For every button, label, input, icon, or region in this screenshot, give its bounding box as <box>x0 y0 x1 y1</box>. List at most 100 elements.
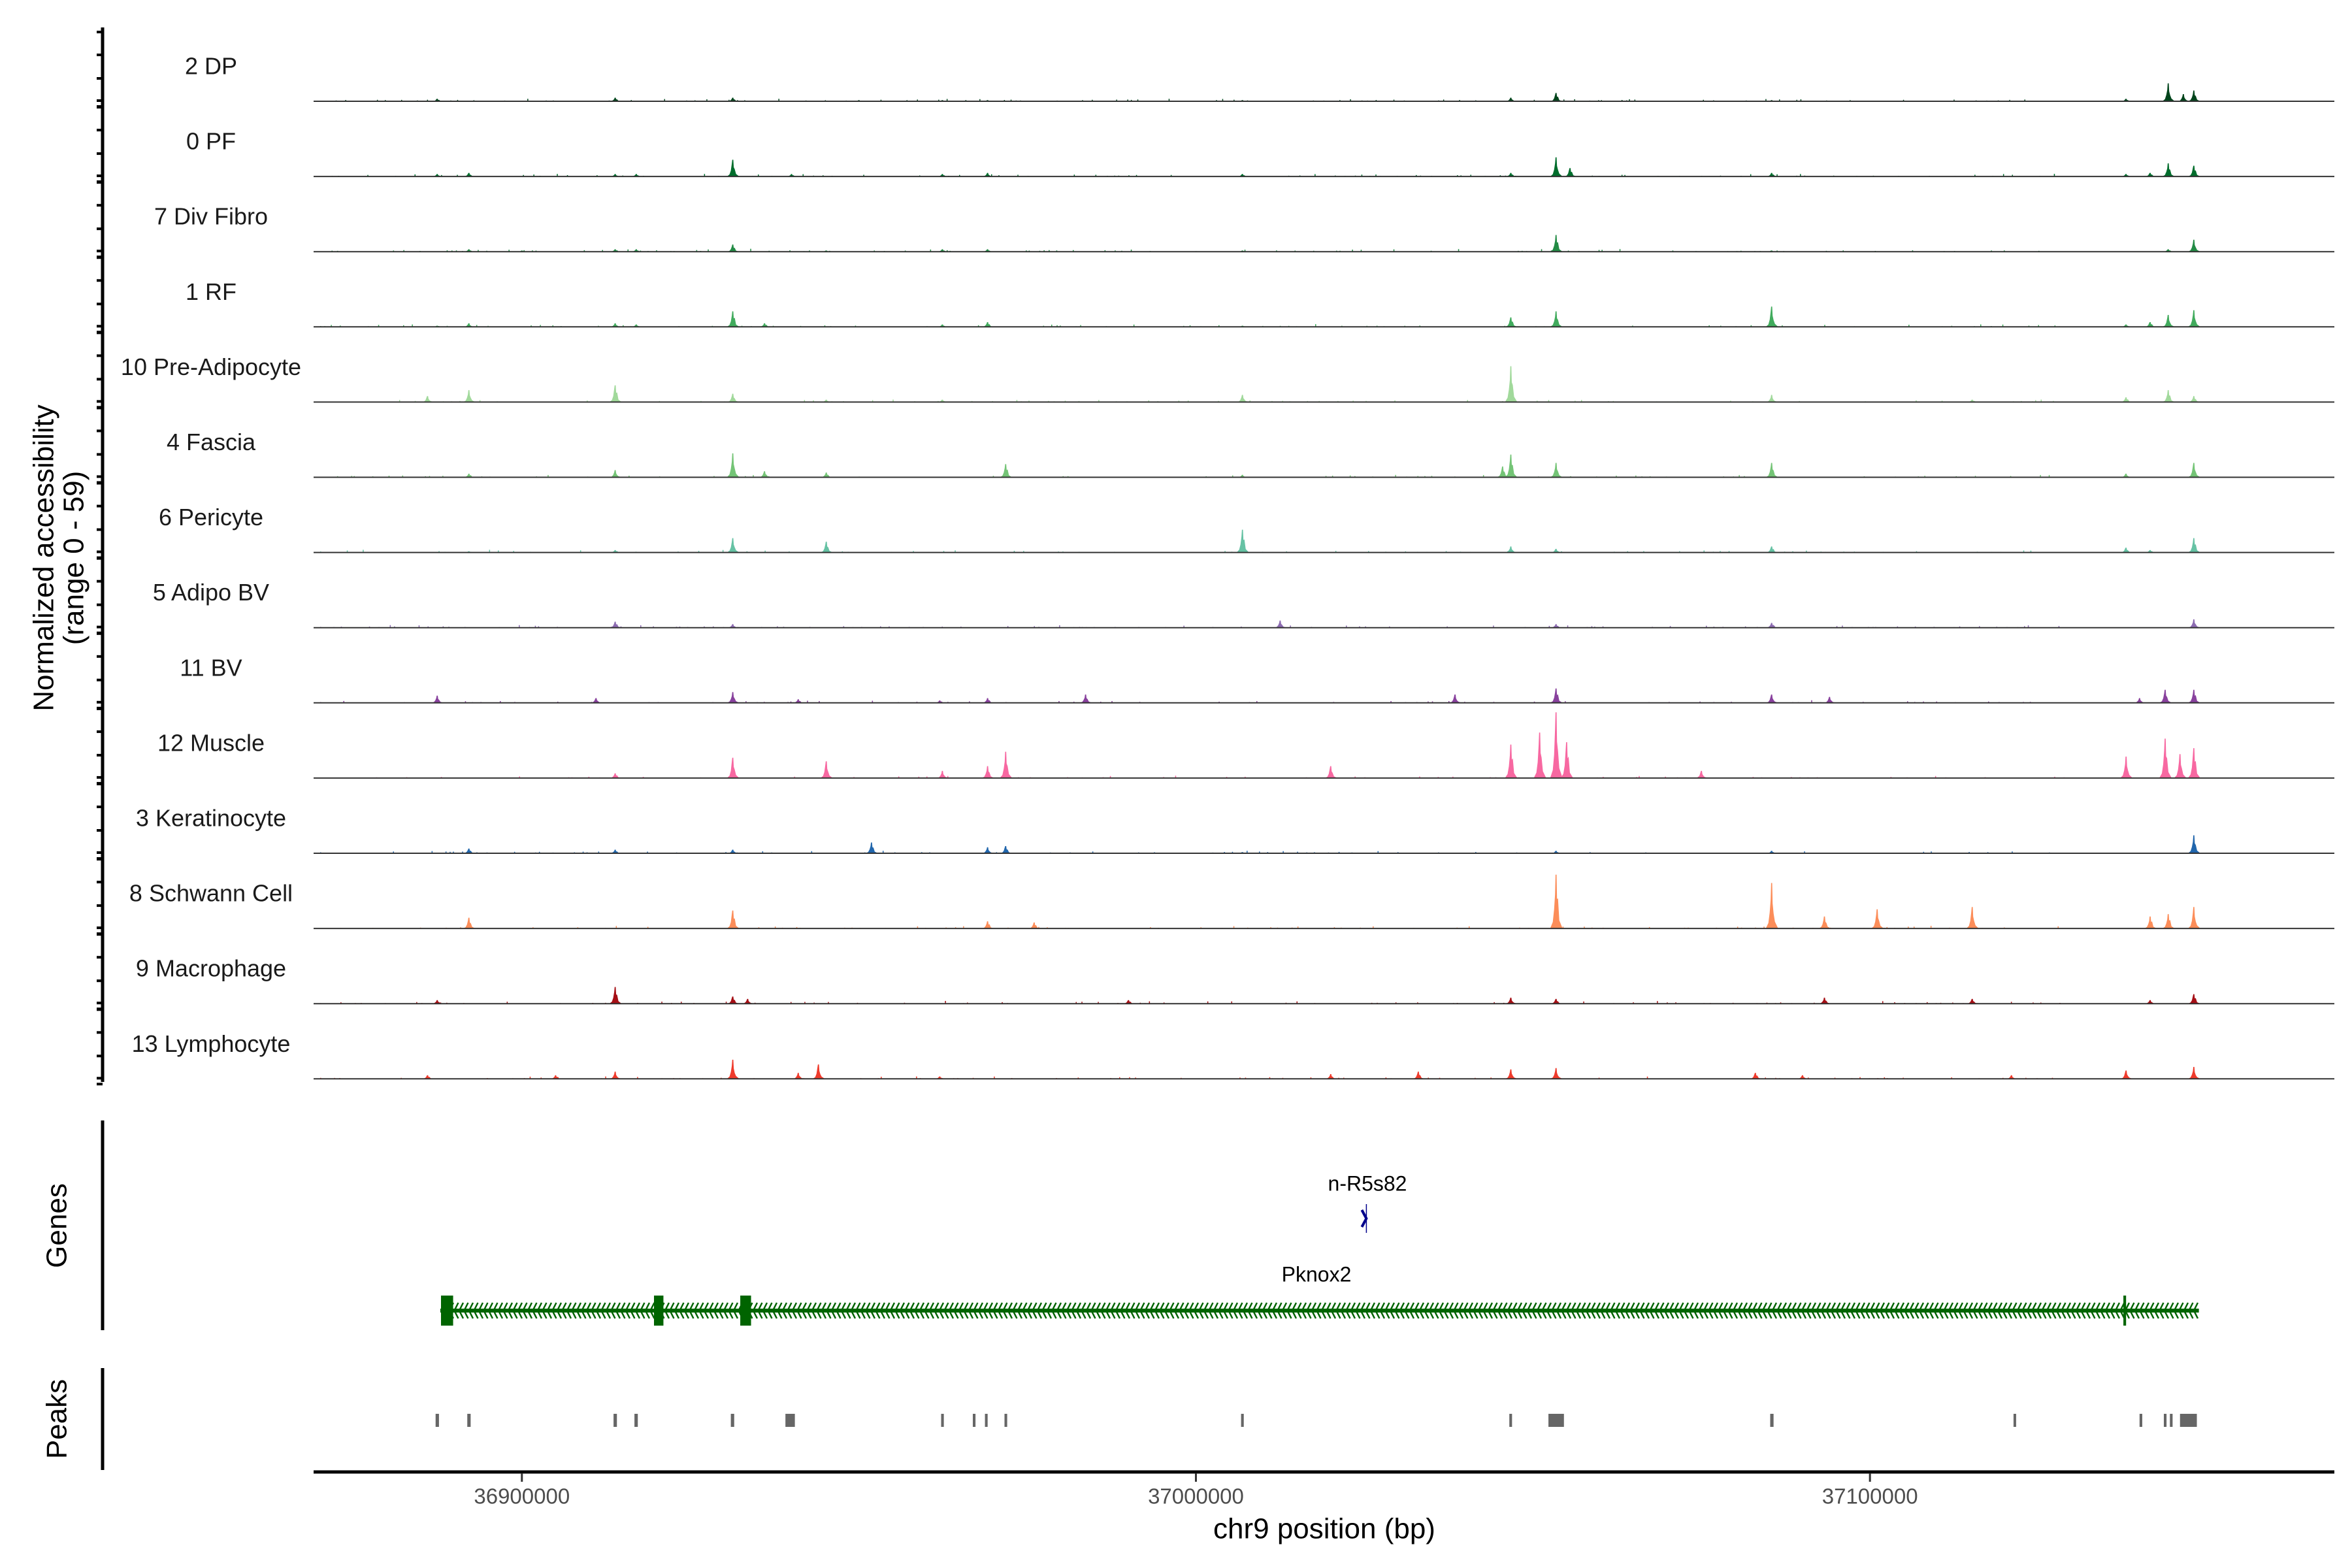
coverage-peak <box>2144 1000 2157 1004</box>
coverage-peak <box>2187 835 2200 853</box>
coverage-peak <box>1550 157 1563 177</box>
x-axis-ticks: 36900000 37000000 37100000 <box>474 1473 1918 1509</box>
strand-arrow <box>1360 1209 1368 1228</box>
gene-annotations: n-R5s82 Pknox2 <box>440 1171 2199 1326</box>
coverage-peak <box>431 174 444 177</box>
peak-region <box>730 1414 734 1427</box>
coverage-peak <box>1560 742 1573 778</box>
coverage-peak <box>936 174 949 177</box>
coverage-peak <box>1550 93 1563 101</box>
coverage-peak <box>609 773 622 778</box>
coverage-peak <box>727 311 740 327</box>
coverage-peak <box>609 1071 622 1079</box>
gene-pknox2[interactable]: Pknox2 <box>440 1262 2199 1326</box>
coverage-peak <box>727 538 740 553</box>
coverage-peak <box>865 842 878 853</box>
track-label: 11 BV <box>180 654 242 681</box>
track-label: 3 Keratinocyte <box>136 805 286 832</box>
coverage-peak <box>609 621 622 628</box>
coverage-peak <box>727 1060 740 1079</box>
coverage-peak <box>727 996 740 1004</box>
coverage-peak <box>1236 474 1249 478</box>
coverage-peak <box>1966 399 1979 402</box>
coverage-peak <box>981 172 994 177</box>
gene-n-r5s82[interactable]: n-R5s82 <box>1328 1171 1407 1233</box>
coverage-peak <box>1765 546 1778 553</box>
coverage-peak <box>727 692 740 703</box>
coverage-peak <box>2187 907 2200 929</box>
coverage-peak <box>1505 998 1518 1004</box>
coverage-peak <box>2120 757 2133 778</box>
peak-region <box>634 1414 638 1427</box>
coverage-peak <box>1550 688 1563 703</box>
coverage-peak <box>727 453 740 478</box>
coverage-peak <box>934 700 947 703</box>
coverage-peak <box>609 174 622 177</box>
coverage-peak <box>2120 99 2133 101</box>
coverage-peak <box>1765 851 1778 853</box>
track-3-keratinocyte: 3 Keratinocyte <box>136 805 2334 854</box>
x-tick-label: 37000000 <box>1148 1484 1244 1509</box>
coverage-peak <box>792 699 805 703</box>
coverage-peak <box>1749 1073 1762 1079</box>
coverage-peak <box>936 324 949 327</box>
coverage-peak <box>609 470 622 478</box>
peaks-panel-label: Peaks <box>41 1379 73 1459</box>
coverage-peak <box>2187 239 2200 252</box>
coverage-peak <box>1505 1069 1518 1079</box>
coverage-peak <box>820 399 833 402</box>
track-label: 4 Fascia <box>167 429 256 455</box>
coverage-peak <box>2120 1070 2133 1079</box>
track-13-lymphocyte: 13 Lymphocyte <box>132 1030 2334 1080</box>
coverage-peak <box>727 757 740 778</box>
coverage-peak <box>1550 463 1563 478</box>
coverage-peak <box>1000 464 1013 478</box>
exon <box>654 1296 664 1326</box>
coverage-peak <box>2144 916 2157 929</box>
coverage-peak <box>2144 172 2157 177</box>
coverage-peak <box>2187 689 2200 703</box>
coverage-peak <box>630 174 643 177</box>
coverage-peak <box>981 698 994 703</box>
coverage-peak <box>820 472 833 478</box>
coverage-peak <box>2120 397 2133 402</box>
coverage-peak <box>792 1073 805 1079</box>
coverage-peak <box>2162 315 2175 327</box>
peak-region <box>1509 1414 1512 1427</box>
peak-region <box>2170 1414 2173 1427</box>
coverage-peak <box>609 849 622 853</box>
track-label: 0 PF <box>186 128 236 155</box>
coverage-peak <box>1550 1068 1563 1079</box>
coverage-peak <box>463 917 476 929</box>
coverage-peak <box>431 1000 444 1004</box>
coverage-peak <box>1550 851 1563 853</box>
track-11-bv: 11 BV <box>180 654 2334 704</box>
peak-region <box>2139 1414 2142 1427</box>
gene-label: n-R5s82 <box>1328 1171 1407 1195</box>
coverage-peak <box>981 847 994 853</box>
exon <box>440 1296 453 1326</box>
coverage-peak <box>2162 390 2175 402</box>
coverage-peak <box>812 1064 825 1079</box>
x-axis-title: chr9 position (bp) <box>1213 1513 1435 1545</box>
y-axis-ticks <box>97 31 103 1086</box>
track-label: 9 Macrophage <box>136 955 286 982</box>
coverage-peak <box>630 324 643 327</box>
coverage-peak <box>1324 1074 1337 1079</box>
coverage-peak <box>2187 310 2200 327</box>
coverage-peak <box>2177 94 2190 101</box>
coverage-peak <box>2120 474 2133 478</box>
coverage-peak <box>1871 909 1884 929</box>
track-label: 8 Schwann Cell <box>129 880 293 907</box>
coverage-peak <box>463 848 476 853</box>
coverage-peak <box>2162 914 2175 929</box>
coverage-peak <box>1818 916 1831 929</box>
coverage-peak <box>2174 754 2187 778</box>
track-4-fascia: 4 Fascia <box>167 429 2334 478</box>
coverage-peak <box>609 249 622 252</box>
coverage-peak <box>1505 172 1518 177</box>
y-axis-title-range: (range 0 - 59) <box>58 471 90 645</box>
coverage-peak <box>2120 174 2133 177</box>
peak-region <box>1241 1414 1244 1427</box>
peak-region <box>941 1414 944 1427</box>
